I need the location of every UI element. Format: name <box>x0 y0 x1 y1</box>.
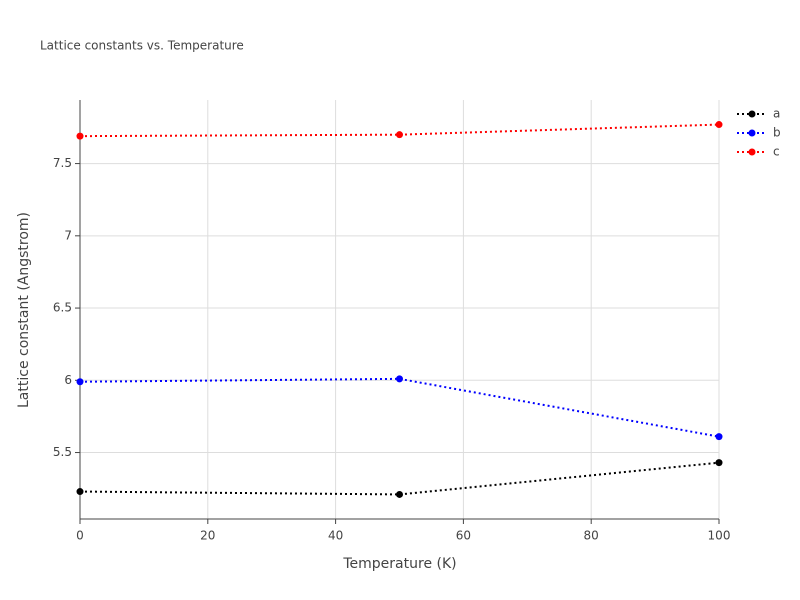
x-tick-label: 20 <box>200 529 215 543</box>
point <box>715 121 723 129</box>
legend-label: a <box>773 107 780 121</box>
point <box>396 131 403 139</box>
series-line <box>79 461 720 496</box>
legend-label: b <box>773 126 781 140</box>
y-tick-label: 6 <box>64 373 72 387</box>
y-tick-label: 7 <box>64 228 72 242</box>
x-tick-label: 100 <box>708 529 731 543</box>
point <box>396 490 403 498</box>
legend-marker <box>748 148 756 156</box>
point <box>76 132 84 140</box>
x-tick-label: 40 <box>328 529 343 543</box>
legend-label: c <box>773 145 780 159</box>
y-tick-label: 7.5 <box>53 156 72 170</box>
point <box>76 488 84 496</box>
chart-title: Lattice constants vs. Temperature <box>40 39 244 53</box>
x-axis-label: Temperature (K) <box>342 556 456 572</box>
point <box>715 433 723 441</box>
point <box>715 459 723 467</box>
point <box>396 375 403 383</box>
x-tick-label: 0 <box>76 529 84 543</box>
legend-marker <box>748 110 756 118</box>
y-tick-label: 5.5 <box>53 445 72 459</box>
y-tick-label: 6.5 <box>53 301 72 315</box>
point <box>76 378 84 386</box>
x-tick-label: 60 <box>456 529 471 543</box>
series-line <box>79 123 720 138</box>
y-axis-label: Lattice constant (Angstrom) <box>16 212 32 408</box>
series-line <box>79 377 720 438</box>
x-tick-label: 80 <box>584 529 599 543</box>
legend-marker <box>748 129 756 137</box>
